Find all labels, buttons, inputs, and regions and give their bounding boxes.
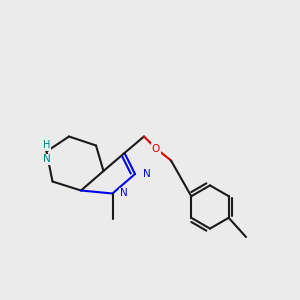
Text: O: O — [152, 143, 160, 154]
Text: N: N — [120, 188, 128, 199]
Text: H: H — [43, 140, 50, 150]
Text: N: N — [43, 154, 50, 164]
Text: N: N — [142, 169, 150, 179]
